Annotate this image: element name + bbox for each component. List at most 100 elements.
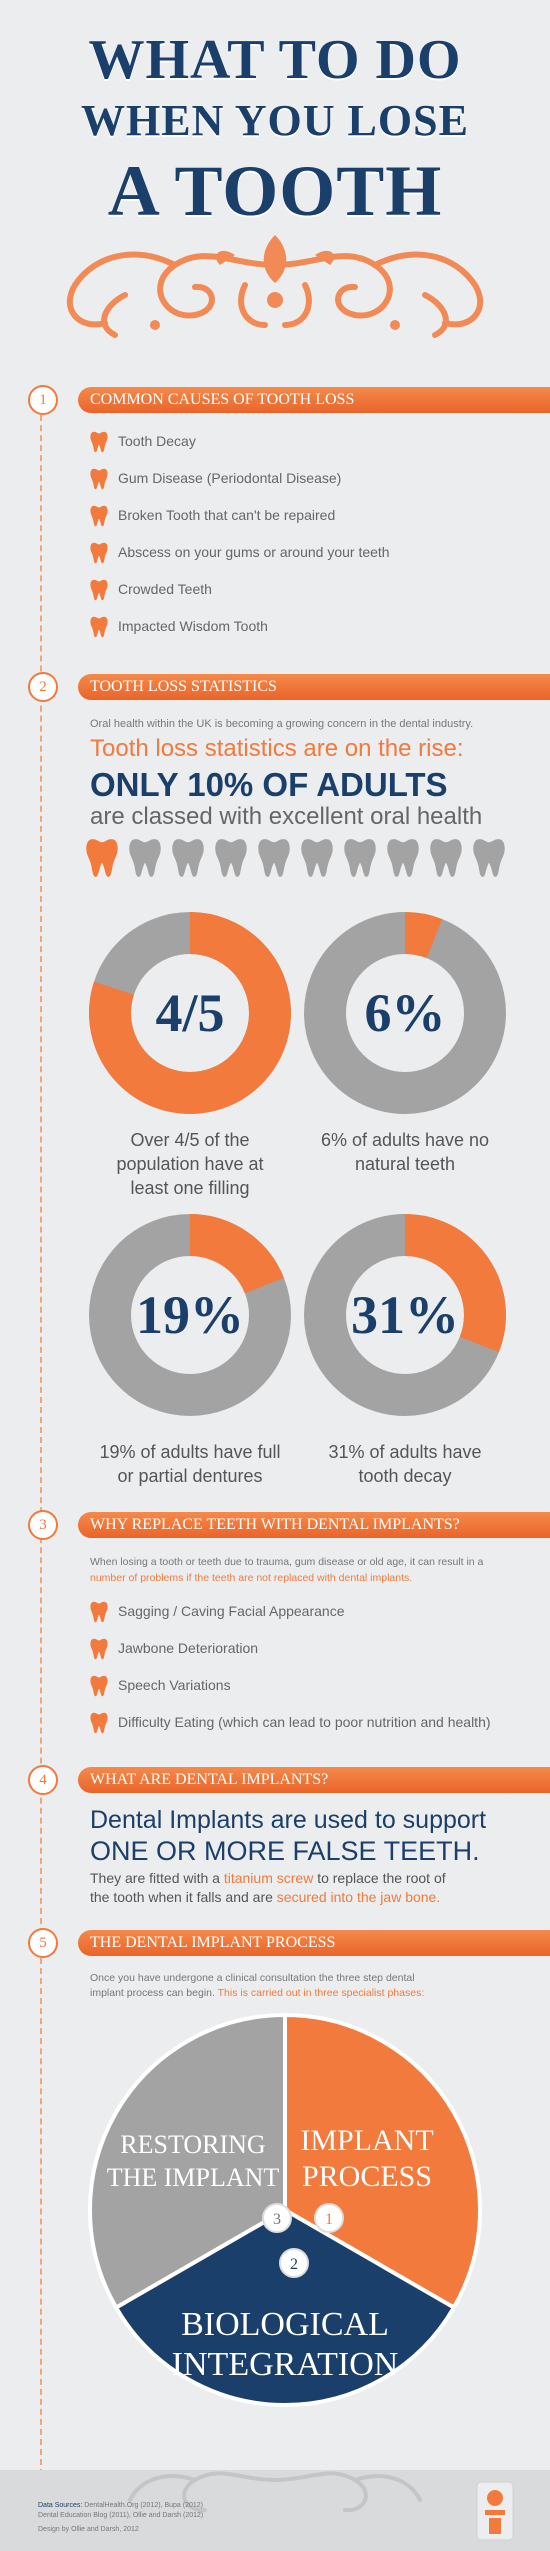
section-title: WHAT ARE DENTAL IMPLANTS? bbox=[78, 1767, 550, 1793]
highlight-jaw-bone: secured into the jaw bone. bbox=[276, 1889, 441, 1905]
implants-line-2: ONE OR MORE FALSE TEETH. bbox=[90, 1836, 480, 1866]
tooth-icon bbox=[90, 1711, 108, 1738]
tooth-shape bbox=[344, 839, 376, 877]
caption-line: 19% of adults have full bbox=[99, 1442, 281, 1462]
tooth-grey-icon bbox=[387, 836, 419, 885]
tooth-icon bbox=[90, 504, 108, 531]
tooth-grey-icon bbox=[215, 836, 247, 885]
highlight-phases: This is carried out in three specialist … bbox=[217, 1987, 425, 1999]
phase3-badge bbox=[262, 2203, 292, 2233]
text: implant process can begin. bbox=[90, 1987, 218, 1999]
tooth-icon bbox=[90, 1637, 108, 1664]
tooth-shape bbox=[129, 839, 161, 877]
phase1-label-line2: PROCESS bbox=[302, 2160, 432, 2193]
stat-caption-decay: 31% of adults have tooth decay bbox=[300, 1440, 510, 1488]
implants-line-4: the tooth when it falls and are secured … bbox=[90, 1889, 440, 1905]
phase1-label-line1: IMPLANT bbox=[300, 2124, 433, 2157]
sources-line-1: Data Sources: DentalHealth.Org (2012), B… bbox=[38, 2502, 203, 2509]
caption-line: 6% of adults have no bbox=[320, 1130, 490, 1150]
section-number: 4 bbox=[28, 1765, 58, 1795]
footer-ornament bbox=[128, 2471, 422, 2513]
stats-intro: Oral health within the UK is becoming a … bbox=[90, 718, 474, 730]
ring-value bbox=[89, 912, 291, 1114]
text: to replace the root of bbox=[313, 1870, 446, 1886]
list-item-label: Tooth Decay bbox=[118, 433, 196, 449]
section-title: WHY REPLACE TEETH WITH DENTAL IMPLANTS? bbox=[78, 1512, 550, 1538]
teeth-row bbox=[86, 836, 516, 880]
caption-line: natural teeth bbox=[354, 1154, 456, 1174]
ring-label: 31% bbox=[351, 1285, 459, 1345]
implants-line-1: Dental Implants are used to support bbox=[90, 1806, 487, 1834]
big-stat-sub: are classed with excellent oral health bbox=[90, 803, 483, 830]
tooth-icon bbox=[90, 541, 108, 568]
implants-line-3: They are fitted with a titanium screw to… bbox=[90, 1870, 446, 1886]
timeline-dashed-line bbox=[40, 385, 42, 2475]
stat-ring-filling: 4/5 bbox=[85, 908, 295, 1118]
phase2-badge bbox=[279, 2248, 309, 2278]
sources-line-2: Dental Education Blog (2011), Ollie and … bbox=[38, 2512, 204, 2519]
stat-caption-no-teeth: 6% of adults have no natural teeth bbox=[300, 1128, 510, 1176]
tooth-shape bbox=[90, 468, 108, 490]
tooth-icon bbox=[90, 1674, 108, 1701]
phase2-number: 2 bbox=[290, 2256, 298, 2273]
section-title: THE DENTAL IMPLANT PROCESS bbox=[78, 1930, 550, 1956]
tooth-grey-icon bbox=[344, 836, 376, 885]
tooth-shape bbox=[90, 616, 108, 638]
phase1-slice bbox=[283, 2012, 483, 2311]
list-item-label: Jawbone Deterioration bbox=[118, 1640, 259, 1656]
ring-value bbox=[304, 912, 506, 1114]
list-item-label: Speech Variations bbox=[118, 1677, 231, 1693]
tooth-shape bbox=[473, 839, 505, 877]
tooth-highlighted-icon bbox=[86, 836, 118, 885]
tooth-shape bbox=[90, 542, 108, 564]
stat-ring-decay: 31% bbox=[300, 1210, 510, 1420]
stat-caption-filling: Over 4/5 of the population have at least… bbox=[85, 1128, 295, 1200]
tooth-shape bbox=[90, 1638, 108, 1660]
ring-label: 6% bbox=[365, 983, 446, 1043]
title-line-1: WHAT TO DO bbox=[88, 29, 462, 91]
section-title: TOOTH LOSS STATISTICS bbox=[78, 674, 550, 700]
tooth-shape bbox=[90, 1712, 108, 1734]
list-item-label: Impacted Wisdom Tooth bbox=[118, 618, 268, 634]
process-intro-b: implant process can begin. This is carri… bbox=[90, 1987, 424, 1999]
tooth-icon bbox=[90, 467, 108, 494]
tooth-icon bbox=[90, 1600, 108, 1627]
sources-text: DentalHealth.Org (2012), Bupa (2012) bbox=[82, 2502, 203, 2509]
tooth-shape bbox=[215, 839, 247, 877]
tooth-shape bbox=[90, 1601, 108, 1623]
tooth-grey-icon bbox=[129, 836, 161, 885]
tooth-icon bbox=[90, 578, 108, 605]
text: the tooth when it falls and are bbox=[90, 1889, 277, 1905]
tooth-shape bbox=[172, 839, 204, 877]
design-credit: Design by Ollie and Darsh, 2012 bbox=[38, 2526, 139, 2533]
tooth-shape bbox=[90, 505, 108, 527]
tooth-shape bbox=[90, 1675, 108, 1697]
phase1-badge bbox=[314, 2203, 344, 2233]
caption-line: 31% of adults have bbox=[328, 1442, 482, 1462]
stats-headline: Tooth loss statistics are on the rise: bbox=[90, 735, 464, 762]
section-number: 1 bbox=[28, 385, 58, 415]
tooth-shape bbox=[86, 839, 118, 877]
tooth-shape bbox=[258, 839, 290, 877]
title-line-2: WHEN YOU LOSE bbox=[81, 96, 469, 145]
phase3-slice bbox=[87, 2012, 287, 2311]
process-pie: IMPLANT PROCESS BIOLOGICAL INTEGRATION R… bbox=[87, 2012, 483, 2408]
list-item-label: Abscess on your gums or around your teet… bbox=[118, 544, 390, 560]
phase1-number: 1 bbox=[325, 2211, 333, 2228]
ring-value bbox=[304, 1214, 506, 1416]
logo-icon bbox=[476, 2481, 514, 2541]
tooth-shape bbox=[387, 839, 419, 877]
text: They are fitted with a bbox=[90, 1870, 224, 1886]
phase3-label-line2: THE IMPLANT bbox=[107, 2163, 280, 2192]
caption-line: least one filling bbox=[130, 1178, 250, 1198]
tooth-grey-icon bbox=[430, 836, 462, 885]
tooth-grey-icon bbox=[172, 836, 204, 885]
highlight-titanium: titanium screw bbox=[223, 1870, 314, 1886]
caption-line: Over 4/5 of the bbox=[130, 1130, 250, 1150]
tooth-icon bbox=[90, 615, 108, 642]
title-line-3: A TOOTH bbox=[107, 151, 443, 231]
list-item-label: Difficulty Eating (which can lead to poo… bbox=[118, 1714, 491, 1730]
ring-label: 4/5 bbox=[155, 983, 224, 1043]
tooth-grey-icon bbox=[258, 836, 290, 885]
caption-line: or partial dentures bbox=[117, 1466, 263, 1486]
